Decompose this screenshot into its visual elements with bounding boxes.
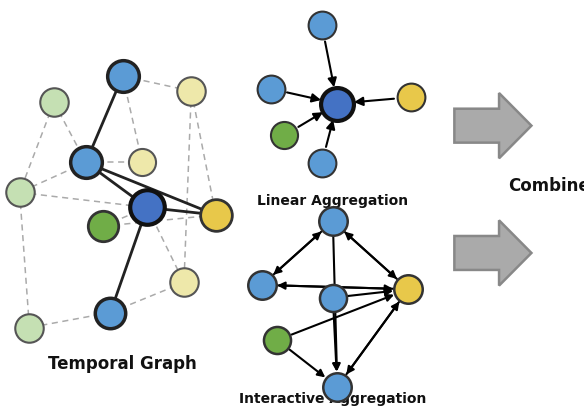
Point: [333, 100, 342, 107]
Polygon shape: [454, 93, 531, 158]
Point: [25, 324, 34, 331]
Text: Temporal Graph: Temporal Graph: [48, 355, 197, 373]
Point: [98, 223, 107, 229]
Point: [273, 337, 282, 344]
Point: [211, 212, 221, 218]
Point: [138, 159, 147, 166]
Point: [317, 22, 326, 29]
Point: [106, 309, 115, 316]
Point: [404, 286, 413, 293]
Point: [328, 218, 338, 224]
Point: [179, 279, 189, 286]
Point: [49, 99, 58, 106]
Point: [279, 132, 288, 139]
Point: [118, 73, 127, 79]
Point: [317, 160, 326, 166]
Point: [266, 86, 276, 92]
Point: [81, 159, 91, 166]
Point: [257, 282, 266, 288]
Point: [15, 189, 25, 196]
Polygon shape: [454, 220, 531, 286]
Point: [406, 94, 415, 100]
Text: Interactive Aggregation: Interactive Aggregation: [239, 392, 426, 406]
Point: [187, 88, 196, 94]
Point: [142, 204, 152, 211]
Point: [333, 384, 342, 390]
Text: Linear Aggregation: Linear Aggregation: [258, 193, 408, 208]
Point: [328, 295, 338, 301]
Text: Combine: Combine: [508, 177, 584, 195]
